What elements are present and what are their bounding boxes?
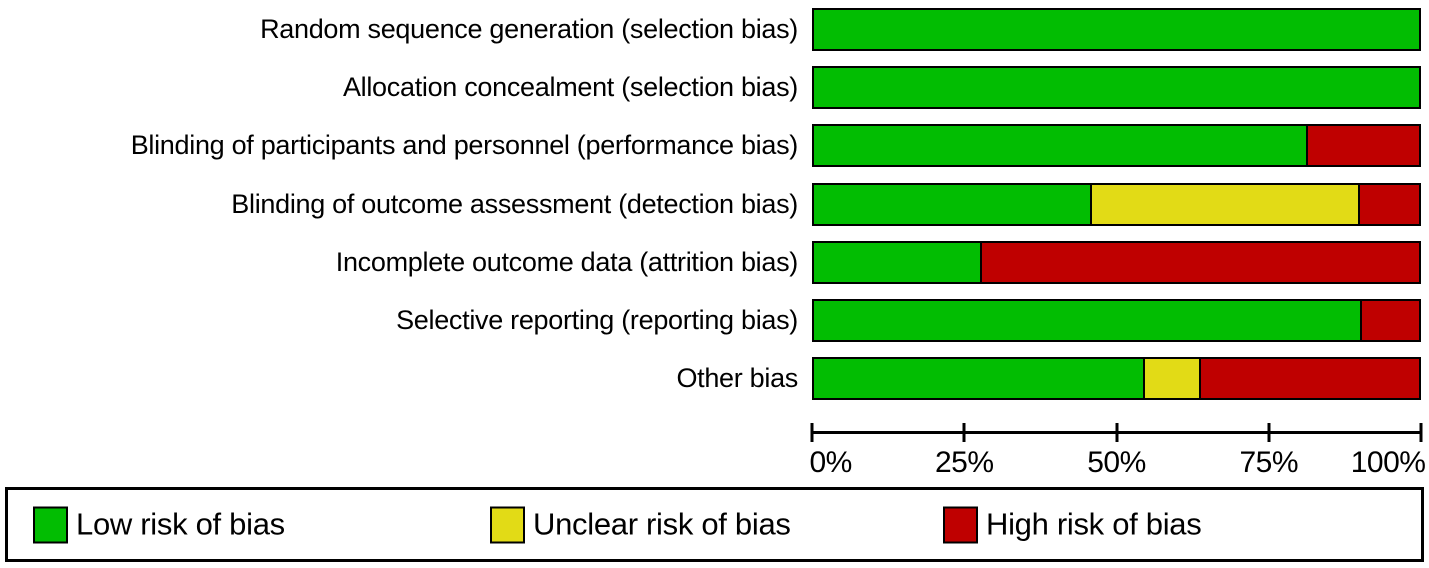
axis-tick-label: 0% <box>809 446 852 479</box>
stacked-bar <box>812 299 1421 343</box>
bar-segment-low-risk-of-bias <box>814 242 980 282</box>
legend-item-low-risk-of-bias: Low risk of bias <box>33 506 285 543</box>
axis-tick <box>1267 423 1271 442</box>
legend-label: High risk of bias <box>986 506 1202 542</box>
legend-item-unclear-risk-of-bias: Unclear risk of bias <box>490 506 791 543</box>
legend: Low risk of bias Unclear risk of bias High… <box>5 487 1424 562</box>
bar-segment-unclear-risk-of-bias <box>1143 359 1200 399</box>
stacked-bar <box>812 182 1421 226</box>
legend-item-high-risk-of-bias: High risk of bias <box>943 506 1202 543</box>
category-label: Other bias <box>676 363 798 394</box>
category-label: Allocation concealment (selection bias) <box>342 71 798 102</box>
legend-swatch-high-risk-of-bias <box>943 506 978 543</box>
bar-segment-low-risk-of-bias <box>814 67 1419 107</box>
category-label: Incomplete outcome data (attrition bias) <box>335 246 799 277</box>
bar-segment-high-risk-of-bias <box>1359 301 1419 341</box>
bar-segment-unclear-risk-of-bias <box>1089 184 1358 224</box>
bar-segment-low-risk-of-bias <box>814 184 1090 224</box>
stacked-bar <box>812 240 1421 284</box>
axis-tick-label: 50% <box>1087 446 1146 479</box>
risk-bar-row: Allocation concealment (selection bias) <box>0 58 1429 116</box>
bar-segment-high-risk-of-bias <box>1306 126 1419 166</box>
legend-swatch-unclear-risk-of-bias <box>490 506 525 543</box>
risk-bar-row: Selective reporting (reporting bias) <box>0 291 1429 349</box>
bar-segment-low-risk-of-bias <box>814 301 1360 341</box>
bar-segment-low-risk-of-bias <box>814 9 1419 49</box>
axis-tick-label: 25% <box>934 446 994 479</box>
bar-segment-high-risk-of-bias <box>1357 184 1419 224</box>
category-label: Blinding of outcome assessment (detectio… <box>231 188 798 219</box>
axis-tick <box>1115 423 1118 442</box>
bar-segment-high-risk-of-bias <box>979 242 1419 282</box>
risk-bar-row: Blinding of outcome assessment (detectio… <box>0 175 1429 233</box>
stacked-bar <box>812 65 1421 109</box>
category-label: Blinding of participants and personnel (… <box>130 130 799 161</box>
category-label: Random sequence generation (selection bi… <box>260 13 798 44</box>
legend-label: Unclear risk of bias <box>533 506 791 542</box>
risk-bar-row: Other bias <box>0 350 1429 408</box>
axis-tick-label: 75% <box>1239 446 1299 479</box>
risk-bar-row: Incomplete outcome data (attrition bias) <box>0 233 1429 291</box>
axis-tick <box>962 423 966 442</box>
risk-bar-row: Blinding of participants and personnel (… <box>0 117 1429 175</box>
stacked-bar <box>812 357 1421 401</box>
stacked-bar <box>812 124 1421 168</box>
x-axis: 0% 25% 50% 75% 100% <box>809 410 1426 480</box>
stacked-bar <box>812 7 1421 51</box>
bar-segment-low-risk-of-bias <box>814 359 1144 399</box>
legend-label: Low risk of bias <box>76 506 285 542</box>
category-label: Selective reporting (reporting bias) <box>396 305 798 336</box>
risk-bar-row: Random sequence generation (selection bi… <box>0 0 1429 58</box>
bar-segment-high-risk-of-bias <box>1199 359 1419 399</box>
legend-swatch-low-risk-of-bias <box>33 506 68 543</box>
axis-tick <box>1419 423 1423 442</box>
chart-rows: Random sequence generation (selection bi… <box>0 0 1429 408</box>
axis-tick <box>810 423 814 442</box>
axis-tick-label: 100% <box>1350 446 1426 479</box>
bar-segment-low-risk-of-bias <box>814 126 1307 166</box>
